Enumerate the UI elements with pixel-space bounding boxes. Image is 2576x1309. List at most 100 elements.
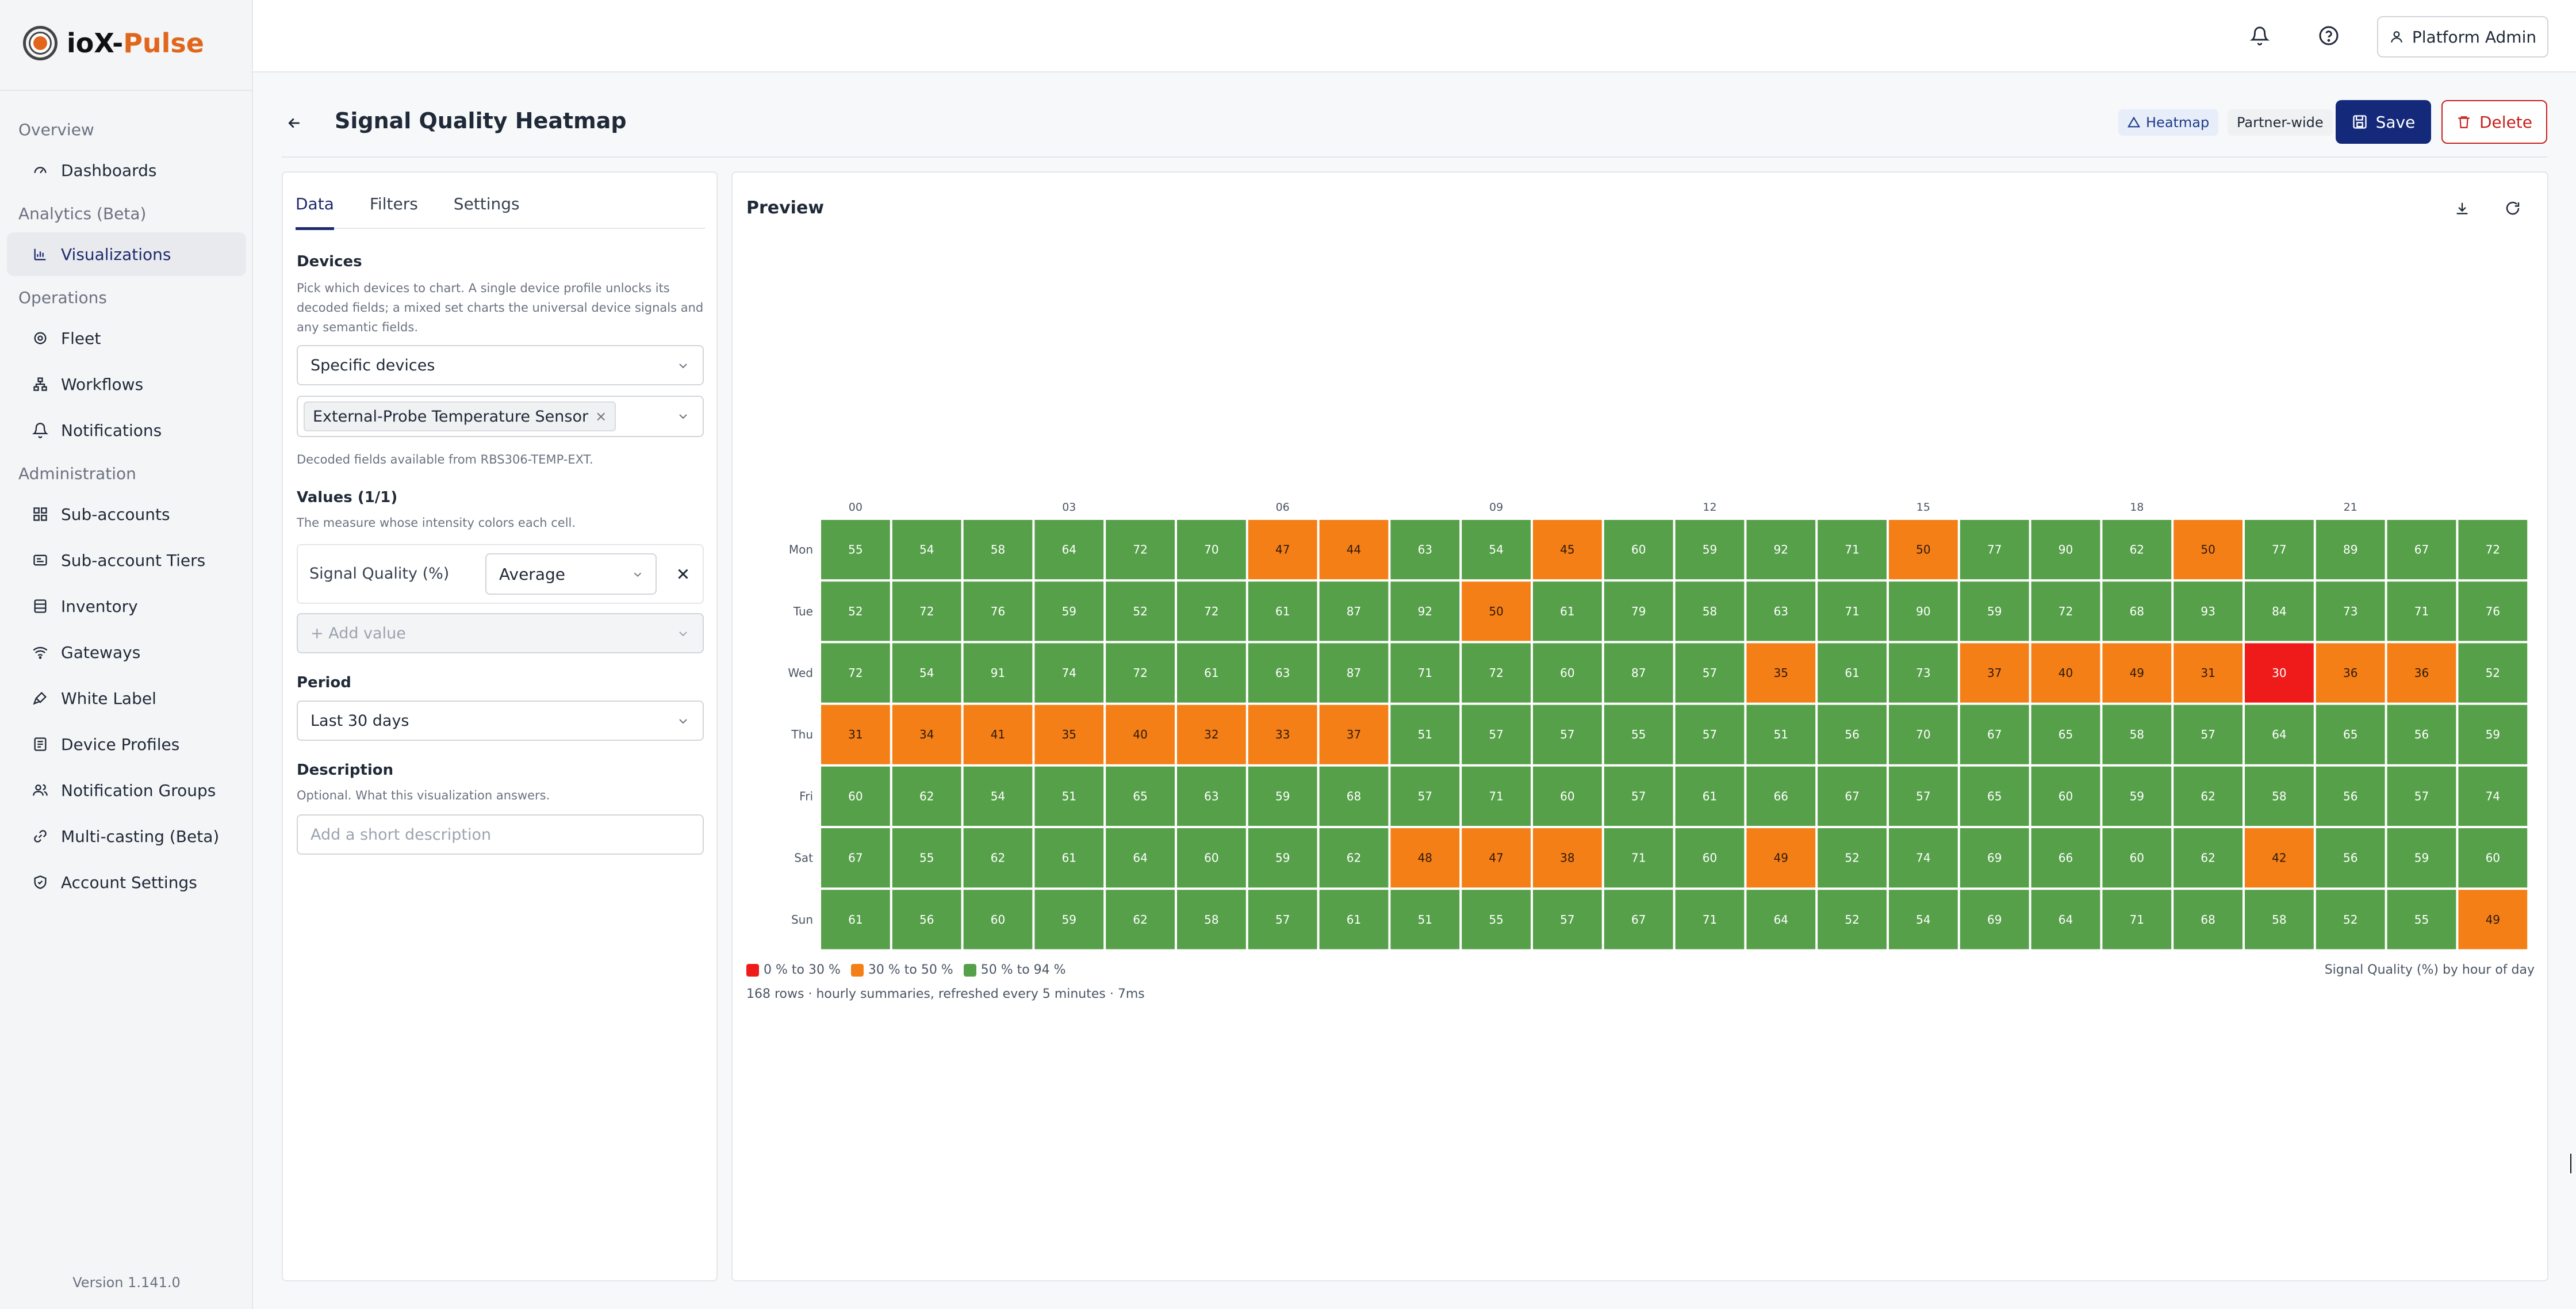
heatmap-cell[interactable] <box>1818 766 1887 826</box>
heatmap-cell[interactable] <box>1746 890 1816 950</box>
heatmap-cell[interactable] <box>2387 705 2456 764</box>
heatmap-cell[interactable] <box>1319 643 1389 703</box>
heatmap-cell[interactable] <box>963 828 1033 888</box>
heatmap-cell[interactable] <box>821 890 890 950</box>
app-logo[interactable]: ioX-Pulse <box>23 23 204 63</box>
heatmap-cell[interactable] <box>2102 890 2172 950</box>
heatmap-cell[interactable] <box>1390 766 1460 826</box>
heatmap-cell[interactable] <box>1889 643 1958 703</box>
heatmap-cell[interactable] <box>2102 828 2172 888</box>
heatmap-cell[interactable] <box>963 520 1033 580</box>
delete-button[interactable]: Delete <box>2441 100 2547 144</box>
heatmap-cell[interactable] <box>2102 581 2172 641</box>
heatmap-cell[interactable] <box>1034 705 1104 764</box>
heatmap-cell[interactable] <box>2316 828 2385 888</box>
heatmap-cell[interactable] <box>1604 705 1673 764</box>
heatmap-cell[interactable] <box>892 581 961 641</box>
heatmap-cell[interactable] <box>2245 581 2314 641</box>
heatmap-cell[interactable] <box>1604 643 1673 703</box>
tab-filters[interactable]: Filters <box>369 194 418 213</box>
sidebar-item-sub-accounts[interactable]: Sub-accounts <box>7 492 246 536</box>
heatmap-cell[interactable] <box>2387 828 2456 888</box>
heatmap-cell[interactable] <box>1177 643 1246 703</box>
heatmap-cell[interactable] <box>1675 705 1745 764</box>
heatmap-cell[interactable] <box>2174 520 2242 580</box>
heatmap-cell[interactable] <box>2458 643 2528 703</box>
heatmap-cell[interactable] <box>1818 520 1887 580</box>
heatmap-cell[interactable] <box>1604 520 1673 580</box>
sidebar-item-sub-account-tiers[interactable]: Sub-account Tiers <box>7 538 246 582</box>
heatmap-cell[interactable] <box>1746 828 1816 888</box>
heatmap-cell[interactable] <box>963 766 1033 826</box>
heatmap-cell[interactable] <box>1106 766 1175 826</box>
heatmap-cell[interactable] <box>1533 520 1602 580</box>
heatmap-cell[interactable] <box>1319 581 1389 641</box>
heatmap-cell[interactable] <box>1177 828 1246 888</box>
heatmap-cell[interactable] <box>1960 581 2029 641</box>
heatmap-cell[interactable] <box>1960 643 2029 703</box>
help-icon[interactable] <box>2316 23 2341 48</box>
heatmap-cell[interactable] <box>2174 766 2242 826</box>
heatmap-cell[interactable] <box>2245 520 2314 580</box>
tab-settings[interactable]: Settings <box>453 194 520 213</box>
sidebar-item-multi-casting-beta[interactable]: Multi-casting (Beta) <box>7 814 246 858</box>
heatmap-cell[interactable] <box>1390 581 1460 641</box>
heatmap-cell[interactable] <box>1319 766 1389 826</box>
heatmap-cell[interactable] <box>2031 890 2100 950</box>
heatmap-cell[interactable] <box>1818 828 1887 888</box>
heatmap-cell[interactable] <box>892 520 961 580</box>
heatmap-cell[interactable] <box>821 581 890 641</box>
chip-remove-icon[interactable]: × <box>595 408 607 424</box>
heatmap-cell[interactable] <box>2316 581 2385 641</box>
sidebar-item-notification-groups[interactable]: Notification Groups <box>7 768 246 812</box>
heatmap-cell[interactable] <box>1960 766 2029 826</box>
heatmap-cell[interactable] <box>1746 705 1816 764</box>
heatmap-cell[interactable] <box>1390 890 1460 950</box>
heatmap-cell[interactable] <box>2245 643 2314 703</box>
heatmap-cell[interactable] <box>1106 705 1175 764</box>
heatmap-cell[interactable] <box>1889 828 1958 888</box>
heatmap-cell[interactable] <box>2031 520 2100 580</box>
heatmap-cell[interactable] <box>1960 890 2029 950</box>
sidebar-item-fleet[interactable]: Fleet <box>7 316 246 360</box>
sidebar-item-inventory[interactable]: Inventory <box>7 584 246 628</box>
sidebar-item-account-settings[interactable]: Account Settings <box>7 860 246 904</box>
heatmap-cell[interactable] <box>1390 520 1460 580</box>
aggregation-select[interactable]: Average <box>485 553 657 595</box>
heatmap-cell[interactable] <box>1390 705 1460 764</box>
heatmap-cell[interactable] <box>2102 643 2172 703</box>
heatmap-cell[interactable] <box>1889 520 1958 580</box>
heatmap-cell[interactable] <box>1533 705 1602 764</box>
heatmap-cell[interactable] <box>2316 705 2385 764</box>
heatmap-cell[interactable] <box>1319 828 1389 888</box>
heatmap-cell[interactable] <box>1319 520 1389 580</box>
heatmap-cell[interactable] <box>821 643 890 703</box>
heatmap-cell[interactable] <box>2174 581 2242 641</box>
heatmap-cell[interactable] <box>1675 581 1745 641</box>
heatmap-cell[interactable] <box>1319 890 1389 950</box>
heatmap-cell[interactable] <box>1034 828 1104 888</box>
heatmap-cell[interactable] <box>1248 705 1317 764</box>
sidebar-item-dashboards[interactable]: Dashboards <box>7 148 246 192</box>
heatmap-cell[interactable] <box>892 828 961 888</box>
heatmap-cell[interactable] <box>2174 705 2242 764</box>
heatmap-cell[interactable] <box>2245 828 2314 888</box>
heatmap-cell[interactable] <box>963 581 1033 641</box>
bell-icon[interactable] <box>2247 23 2272 48</box>
heatmap-cell[interactable] <box>1960 828 2029 888</box>
heatmap-cell[interactable] <box>1390 643 1460 703</box>
add-value-select[interactable]: + Add value <box>297 613 704 653</box>
heatmap-cell[interactable] <box>1462 520 1531 580</box>
heatmap-cell[interactable] <box>2031 581 2100 641</box>
heatmap-cell[interactable] <box>1248 828 1317 888</box>
heatmap-cell[interactable] <box>1177 890 1246 950</box>
heatmap-cell[interactable] <box>2458 828 2528 888</box>
heatmap-cell[interactable] <box>892 705 961 764</box>
heatmap-cell[interactable] <box>1462 643 1531 703</box>
heatmap-cell[interactable] <box>1889 581 1958 641</box>
heatmap-cell[interactable] <box>1106 643 1175 703</box>
heatmap-cell[interactable] <box>2102 766 2172 826</box>
heatmap-cell[interactable] <box>1818 705 1887 764</box>
sidebar-item-white-label[interactable]: White Label <box>7 676 246 720</box>
heatmap-cell[interactable] <box>2387 890 2456 950</box>
